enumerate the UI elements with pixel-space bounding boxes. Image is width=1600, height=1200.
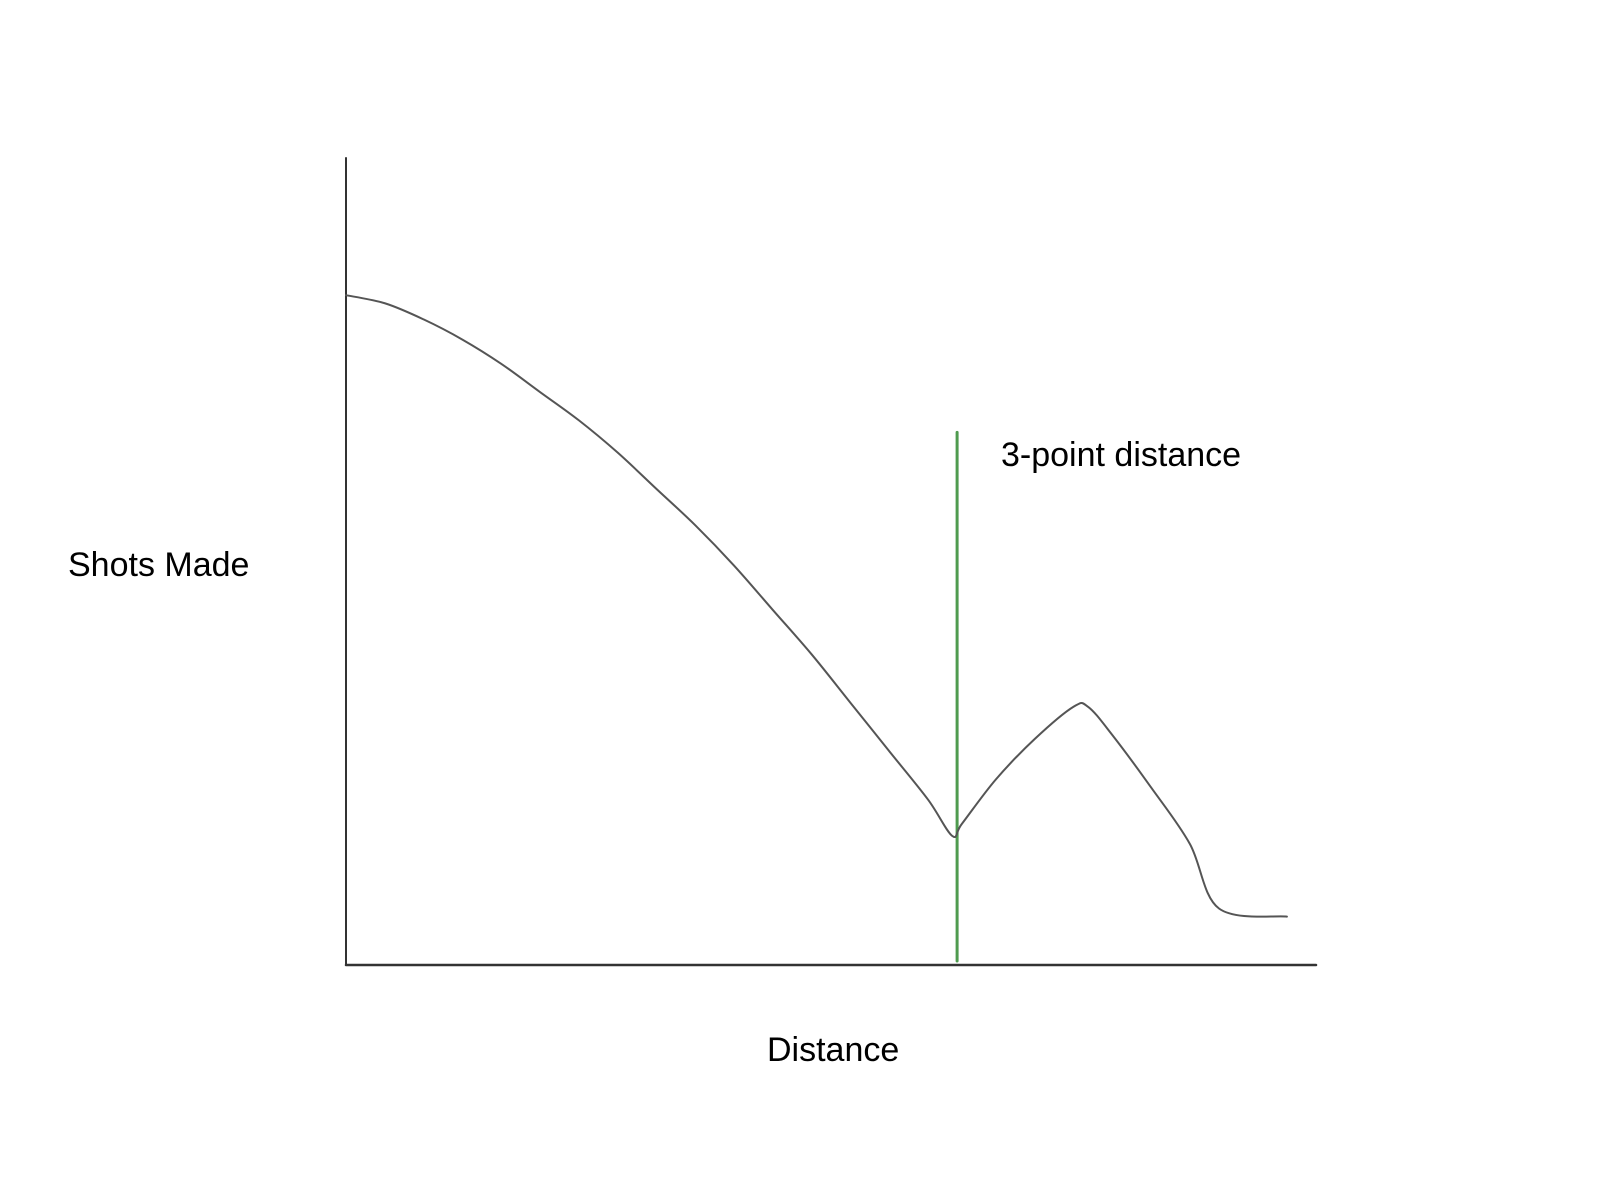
shots-made-curve [345, 294, 1288, 918]
x-axis-label: Distance [767, 1031, 900, 1069]
y-axis-label: Shots Made [68, 546, 250, 584]
three-point-distance-label: 3-point distance [1001, 436, 1242, 474]
